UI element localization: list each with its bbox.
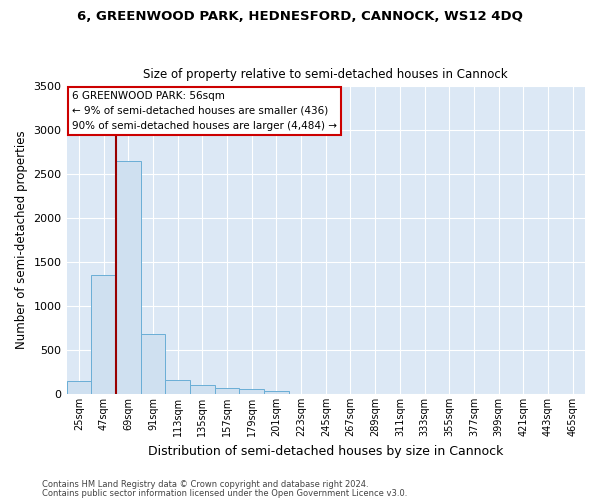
Bar <box>165 380 190 394</box>
Text: 6 GREENWOOD PARK: 56sqm
← 9% of semi-detached houses are smaller (436)
90% of se: 6 GREENWOOD PARK: 56sqm ← 9% of semi-det… <box>72 91 337 130</box>
Text: Contains HM Land Registry data © Crown copyright and database right 2024.: Contains HM Land Registry data © Crown c… <box>42 480 368 489</box>
Bar <box>91 276 116 394</box>
Bar <box>116 161 140 394</box>
Bar <box>140 334 165 394</box>
Bar <box>190 385 215 394</box>
Title: Size of property relative to semi-detached houses in Cannock: Size of property relative to semi-detach… <box>143 68 508 81</box>
X-axis label: Distribution of semi-detached houses by size in Cannock: Distribution of semi-detached houses by … <box>148 444 503 458</box>
Text: 6, GREENWOOD PARK, HEDNESFORD, CANNOCK, WS12 4DQ: 6, GREENWOOD PARK, HEDNESFORD, CANNOCK, … <box>77 10 523 23</box>
Bar <box>67 381 91 394</box>
Bar <box>264 391 289 394</box>
Bar <box>239 389 264 394</box>
Bar <box>215 388 239 394</box>
Y-axis label: Number of semi-detached properties: Number of semi-detached properties <box>15 131 28 350</box>
Text: Contains public sector information licensed under the Open Government Licence v3: Contains public sector information licen… <box>42 488 407 498</box>
